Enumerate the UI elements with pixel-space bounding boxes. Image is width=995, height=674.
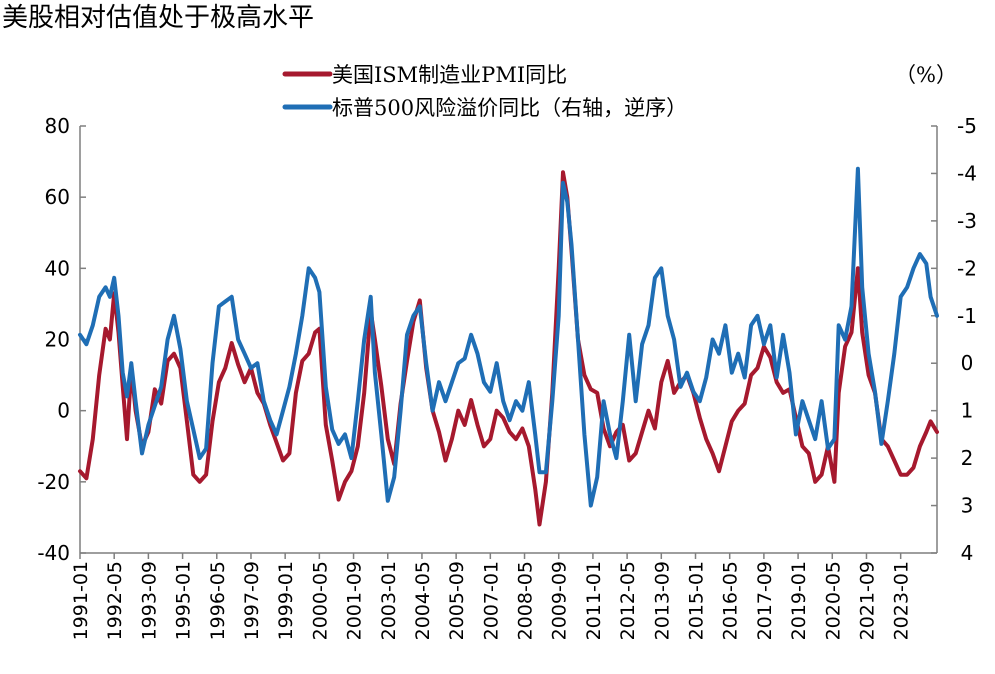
x-tick-label: 2011-01 xyxy=(583,561,605,640)
left-tick-label: 20 xyxy=(45,328,70,352)
left-axis-ticks: 80 60 40 20 0 -20 -40 xyxy=(37,114,86,565)
x-tick-label: 2005-09 xyxy=(446,561,468,640)
x-tick-label: 1996-05 xyxy=(207,561,229,640)
x-tick-label: 2009-09 xyxy=(549,561,571,640)
legend-label-risk-premium: 标普500风险溢价同比（右轴，逆序） xyxy=(332,96,687,120)
right-tick-label: 2 xyxy=(961,446,974,470)
x-tick-label: 1991-01 xyxy=(70,561,92,640)
right-tick-label: -3 xyxy=(957,209,977,233)
x-tick-label: 1992-05 xyxy=(104,561,126,640)
left-tick-label: 80 xyxy=(45,114,70,138)
x-tick-label: 2016-05 xyxy=(720,561,742,640)
x-tick-label: 2007-01 xyxy=(480,561,502,640)
x-tick-label: 2013-09 xyxy=(651,561,673,640)
x-tick-label: 2001-09 xyxy=(344,561,366,640)
x-tick-label: 1997-09 xyxy=(241,561,263,640)
series-line-risk-premium xyxy=(78,166,939,508)
x-tick-label: 2020-05 xyxy=(822,561,844,640)
x-tick-label: 2019-01 xyxy=(788,561,810,640)
right-tick-label: 1 xyxy=(961,399,974,423)
x-tick-label: 2012-05 xyxy=(617,561,639,640)
right-tick-label: -1 xyxy=(957,304,977,328)
legend: 美国ISM制造业PMI同比 标普500风险溢价同比（右轴，逆序） xyxy=(282,63,687,120)
right-axis-ticks: -5 -4 -3 -2 -1 0 1 2 3 4 xyxy=(931,114,977,565)
x-tick-label: 2004-05 xyxy=(412,561,434,640)
left-tick-label: 40 xyxy=(45,256,70,280)
x-tick-label: 1999-01 xyxy=(275,561,297,640)
left-tick-label: 60 xyxy=(45,185,70,209)
x-tick-label: 2003-01 xyxy=(378,561,400,640)
x-tick-label: 1993-09 xyxy=(138,561,160,640)
left-tick-label: 0 xyxy=(57,399,70,423)
left-tick-label: -20 xyxy=(37,470,70,494)
left-tick-label: -40 xyxy=(37,541,70,565)
series-line-pmi xyxy=(78,170,939,527)
right-tick-label: -4 xyxy=(957,161,977,185)
x-tick-label: 2008-05 xyxy=(515,561,537,640)
x-tick-label: 2023-01 xyxy=(891,561,913,640)
x-tick-label: 2015-01 xyxy=(686,561,708,640)
x-tick-label: 1995-01 xyxy=(173,561,195,640)
x-tick-label: 2017-09 xyxy=(754,561,776,640)
legend-label-pmi: 美国ISM制造业PMI同比 xyxy=(332,63,567,87)
right-tick-label: -2 xyxy=(957,256,977,280)
x-tick-label: 2000-05 xyxy=(309,561,331,640)
right-tick-label: -5 xyxy=(957,114,977,138)
unit-label: （%） xyxy=(895,63,957,87)
right-tick-label: 3 xyxy=(961,494,974,518)
x-axis-ticks: 1991-01 1992-05 1993-09 1995-01 1996-05 1997-… xyxy=(70,553,913,640)
series-layer xyxy=(78,166,939,527)
chart-title: 美股相对估值处于极高水平 xyxy=(2,3,314,33)
right-tick-label: 0 xyxy=(961,351,974,375)
right-tick-label: 4 xyxy=(961,541,974,565)
x-tick-label: 2021-09 xyxy=(856,561,878,640)
